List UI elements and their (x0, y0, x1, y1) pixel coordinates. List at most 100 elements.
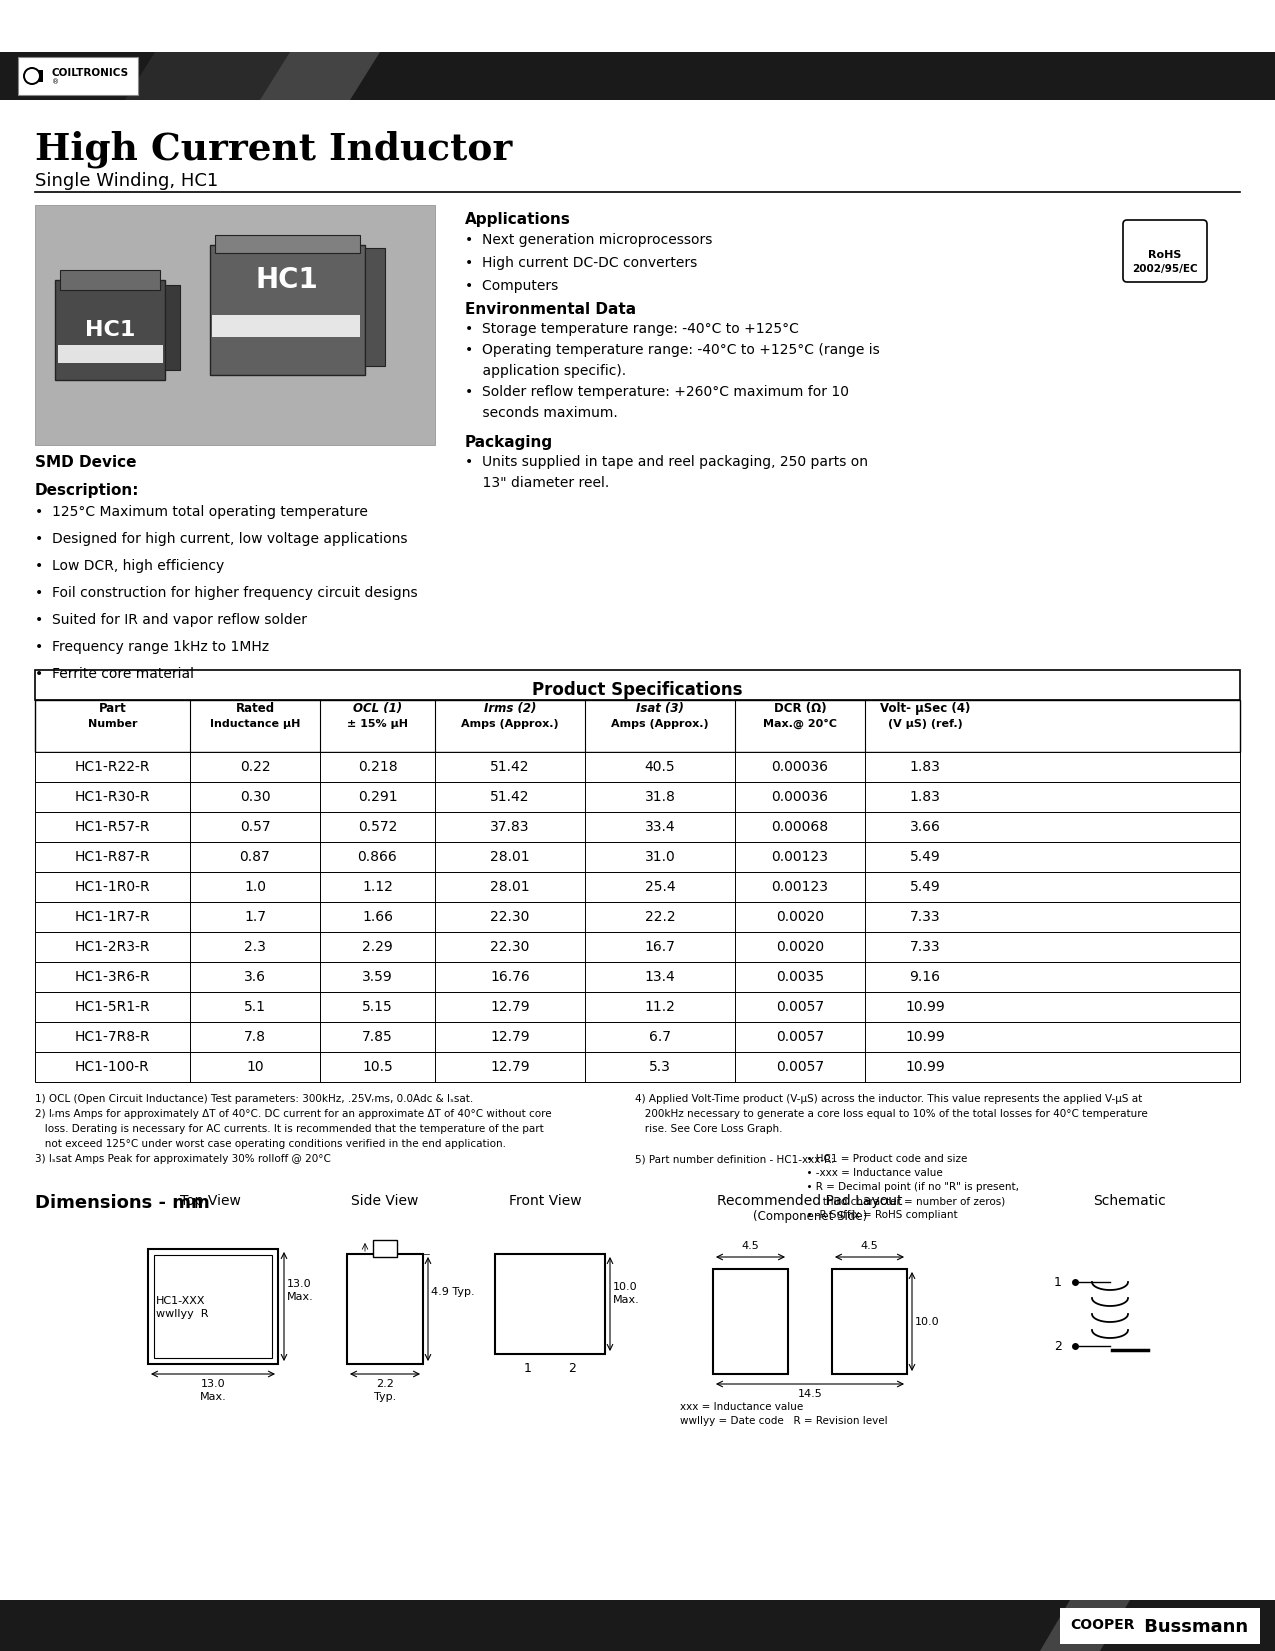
Text: •  Storage temperature range: -40°C to +125°C: • Storage temperature range: -40°C to +1… (465, 322, 799, 337)
Text: 0.87: 0.87 (240, 850, 270, 863)
Text: 0508   BU-SB08064: 0508 BU-SB08064 (34, 1634, 158, 1648)
Text: Part: Part (98, 702, 126, 715)
Text: HC1-R30-R: HC1-R30-R (75, 789, 150, 804)
Text: 40.5: 40.5 (645, 759, 676, 774)
Bar (34, 901, 1241, 933)
Text: Typ.: Typ. (374, 1392, 397, 1402)
Text: 0.30: 0.30 (240, 789, 270, 804)
Text: Side View: Side View (352, 1194, 418, 1209)
Text: 13.0: 13.0 (287, 1280, 311, 1289)
Bar (215, 234, 360, 253)
Text: 10.99: 10.99 (905, 1060, 945, 1075)
Text: 7.33: 7.33 (909, 939, 940, 954)
Bar (365, 248, 385, 367)
Text: HC1-R22-R: HC1-R22-R (75, 759, 150, 774)
Text: 3.59: 3.59 (362, 971, 393, 984)
Bar (34, 842, 1241, 872)
Text: Amps (Approx.): Amps (Approx.) (462, 718, 558, 730)
Bar (154, 1255, 272, 1359)
Text: Max.: Max. (613, 1294, 640, 1304)
Bar (210, 244, 365, 375)
Text: 3.6: 3.6 (244, 971, 266, 984)
Text: 0.572: 0.572 (358, 821, 398, 834)
Bar (60, 271, 159, 291)
Bar (34, 963, 1241, 992)
Text: HC1: HC1 (255, 266, 319, 294)
Text: • R = Decimal point (if no "R" is present,: • R = Decimal point (if no "R" is presen… (799, 1182, 1019, 1192)
Text: Applications: Applications (465, 211, 571, 226)
Text: 1) OCL (Open Circuit Inductance) Test parameters: 300kHz, .25Vᵣms, 0.0Adc & Iₛsa: 1) OCL (Open Circuit Inductance) Test pa… (34, 1095, 473, 1105)
Text: 1.66: 1.66 (362, 910, 393, 925)
Text: 1.12: 1.12 (362, 880, 393, 893)
Text: Recommended Pad Layout: Recommended Pad Layout (718, 1194, 903, 1209)
Text: 7.8: 7.8 (244, 1030, 266, 1043)
Bar (34, 812, 1241, 842)
Text: Irms (2): Irms (2) (483, 702, 537, 715)
Text: 4) Applied Volt-Time product (V-μS) across the inductor. This value represents t: 4) Applied Volt-Time product (V-μS) acro… (635, 1095, 1142, 1105)
Text: ®: ® (52, 79, 59, 84)
Text: 1.7: 1.7 (244, 910, 266, 925)
Text: 3) Iₛsat Amps Peak for approximately 30% rolloff @ 20°C: 3) Iₛsat Amps Peak for approximately 30%… (34, 1154, 332, 1164)
Text: 10.5: 10.5 (362, 1060, 393, 1075)
Text: rise. See Core Loss Graph.: rise. See Core Loss Graph. (635, 1124, 783, 1134)
Text: Max.@ 20°C: Max.@ 20°C (762, 718, 836, 730)
Text: 9.16: 9.16 (909, 971, 941, 984)
Text: 2: 2 (569, 1362, 576, 1375)
Circle shape (23, 68, 41, 84)
Text: High Current Inductor: High Current Inductor (34, 130, 513, 167)
Text: 13" diameter reel.: 13" diameter reel. (465, 475, 609, 490)
Text: 28.01: 28.01 (490, 850, 530, 863)
Text: 5.3: 5.3 (649, 1060, 671, 1075)
Text: •  Ferrite core material: • Ferrite core material (34, 667, 194, 680)
Bar (0, 1600, 1275, 1651)
Bar (34, 205, 435, 446)
Text: Page 1 of 3: Page 1 of 3 (602, 1634, 672, 1648)
Bar (34, 933, 1241, 963)
Text: HC1-100-R: HC1-100-R (75, 1060, 150, 1075)
Text: 22.30: 22.30 (491, 910, 529, 925)
Text: 22.2: 22.2 (645, 910, 676, 925)
Text: 2.29: 2.29 (362, 939, 393, 954)
Text: xxx = Inductance value: xxx = Inductance value (680, 1402, 803, 1412)
Text: 4.9 Typ.: 4.9 Typ. (431, 1288, 474, 1298)
Text: 0.00123: 0.00123 (771, 850, 829, 863)
Text: Number: Number (88, 718, 138, 730)
Text: HC1-XXX: HC1-XXX (156, 1296, 205, 1306)
Text: 13.0: 13.0 (200, 1379, 226, 1388)
Text: 51.42: 51.42 (491, 789, 529, 804)
Text: 0.00036: 0.00036 (771, 759, 829, 774)
Bar (374, 1240, 397, 1256)
Text: •  Low DCR, high efficiency: • Low DCR, high efficiency (34, 560, 224, 573)
Text: •  High current DC-DC converters: • High current DC-DC converters (465, 256, 697, 271)
Bar (57, 345, 163, 363)
Bar (31, 69, 43, 83)
Text: HC1-R57-R: HC1-R57-R (75, 821, 150, 834)
Text: 1.83: 1.83 (909, 789, 941, 804)
Text: •  125°C Maximum total operating temperature: • 125°C Maximum total operating temperat… (34, 505, 368, 518)
Text: • HC1 = Product code and size: • HC1 = Product code and size (799, 1154, 968, 1164)
Text: Rated: Rated (236, 702, 274, 715)
Text: •  Foil construction for higher frequency circuit designs: • Foil construction for higher frequency… (34, 586, 418, 599)
Text: •  Frequency range 1kHz to 1MHz: • Frequency range 1kHz to 1MHz (34, 641, 269, 654)
Text: 10.0: 10.0 (915, 1316, 940, 1326)
Text: 1: 1 (524, 1362, 532, 1375)
Text: 2: 2 (1054, 1339, 1062, 1352)
Text: 10.99: 10.99 (905, 1001, 945, 1014)
Text: Dimensions - mm: Dimensions - mm (34, 1194, 210, 1212)
Bar (18, 58, 138, 96)
Bar (833, 1270, 907, 1374)
Bar (713, 1270, 788, 1374)
Text: 10: 10 (246, 1060, 264, 1075)
Text: •  Suited for IR and vapor reflow solder: • Suited for IR and vapor reflow solder (34, 613, 307, 627)
Text: 0.00123: 0.00123 (771, 880, 829, 893)
Text: 5.49: 5.49 (909, 880, 941, 893)
Text: 2002/95/EC: 2002/95/EC (1132, 264, 1197, 274)
Bar (34, 700, 1241, 751)
Text: 5.15: 5.15 (362, 1001, 393, 1014)
Text: Inductance μH: Inductance μH (210, 718, 300, 730)
Text: 0.0057: 0.0057 (776, 1060, 824, 1075)
Text: 2) Iᵣms Amps for approximately ΔT of 40°C. DC current for an approximate ΔT of 4: 2) Iᵣms Amps for approximately ΔT of 40°… (34, 1109, 552, 1119)
Text: loss. Derating is necessary for AC currents. It is recommended that the temperat: loss. Derating is necessary for AC curre… (34, 1124, 543, 1134)
Bar (34, 1022, 1241, 1052)
Polygon shape (1040, 1600, 1130, 1651)
